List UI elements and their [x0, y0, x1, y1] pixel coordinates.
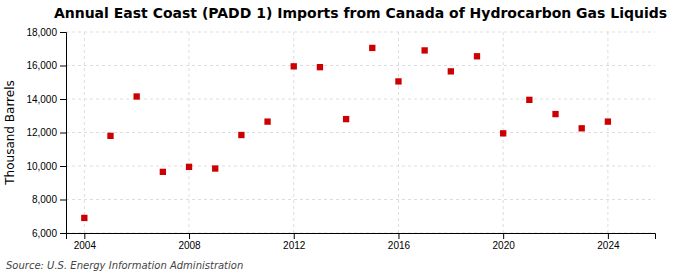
tick-label: 2016	[388, 240, 411, 251]
grid-line	[66, 99, 655, 100]
tick-label: 16,000	[26, 60, 57, 71]
tick: 2012	[283, 233, 306, 251]
chart: 2004 2008 2012 2016 2020 2024 6,000 8,000 10,000…	[0, 0, 675, 275]
tick: 10,000	[26, 161, 66, 172]
point	[186, 164, 192, 170]
grid-line	[66, 32, 655, 33]
tick-label: 2004	[74, 240, 97, 251]
point	[238, 132, 244, 138]
tick: 18,000	[26, 27, 66, 38]
axis-line	[60, 33, 67, 234]
annotation: Source: U.S. Energy Information Administ…	[6, 260, 243, 271]
tick-mark	[60, 66, 66, 67]
tick: 2008	[178, 233, 201, 251]
tick: 12,000	[26, 127, 66, 138]
axis-line	[67, 234, 656, 240]
tick-label: 10,000	[26, 161, 57, 172]
point	[107, 133, 113, 139]
tick-label: 2024	[597, 240, 620, 251]
point	[160, 169, 166, 175]
point	[448, 68, 454, 74]
point	[343, 116, 349, 122]
point	[579, 125, 585, 131]
point	[474, 53, 480, 59]
point	[526, 97, 532, 103]
y-axis: 6,000 8,000 10,000 12,000 14,000 16,000 18,000	[26, 27, 66, 239]
tick: 2024	[597, 233, 620, 251]
grid-line	[66, 132, 655, 133]
point	[500, 130, 506, 136]
tick-mark	[60, 133, 66, 134]
grid	[66, 32, 655, 233]
tick-label: 12,000	[26, 127, 57, 138]
point	[134, 93, 140, 99]
tick: 6,000	[32, 228, 66, 239]
tick: 2016	[388, 233, 411, 251]
title: Annual East Coast (PADD 1) Imports from …	[54, 5, 667, 21]
grid-line	[66, 65, 655, 66]
tick-label: 14,000	[26, 94, 57, 105]
tick-label: 6,000	[32, 228, 57, 239]
points	[81, 45, 611, 221]
point	[552, 111, 558, 117]
point	[291, 63, 297, 69]
tick: 2004	[74, 233, 97, 251]
tick: 14,000	[26, 94, 66, 105]
tick: 2020	[493, 233, 516, 251]
y-axis-title: Thousand Barrels	[3, 80, 17, 185]
x-axis: 2004 2008 2012 2016 2020 2024	[67, 233, 656, 251]
point	[369, 45, 375, 51]
tick-mark	[503, 233, 504, 239]
tick-mark	[398, 233, 399, 239]
point	[395, 78, 401, 84]
tick-mark	[60, 32, 66, 33]
point	[264, 118, 270, 124]
tick-mark	[60, 233, 66, 234]
tick-label: 2008	[178, 240, 201, 251]
tick: 8,000	[32, 194, 66, 205]
tick-label: 8,000	[32, 194, 57, 205]
tick-mark	[60, 166, 66, 167]
tick-mark	[189, 233, 190, 239]
tick-label: 2020	[493, 240, 516, 251]
point	[317, 64, 323, 70]
tick-mark	[60, 200, 66, 201]
plot: 2004 2008 2012 2016 2020 2024 6,000 8,000 10,000…	[26, 27, 655, 251]
tick-mark	[608, 233, 609, 239]
tick-mark	[84, 233, 85, 239]
point	[81, 215, 87, 221]
tick-label: 2012	[283, 240, 306, 251]
point	[212, 165, 218, 171]
tick-mark	[60, 99, 66, 100]
tick-label: 18,000	[26, 27, 57, 38]
point	[421, 47, 427, 53]
tick-mark	[294, 233, 295, 239]
grid-line	[66, 199, 655, 200]
grid-line	[66, 166, 655, 167]
point	[605, 118, 611, 124]
tick: 16,000	[26, 60, 66, 71]
